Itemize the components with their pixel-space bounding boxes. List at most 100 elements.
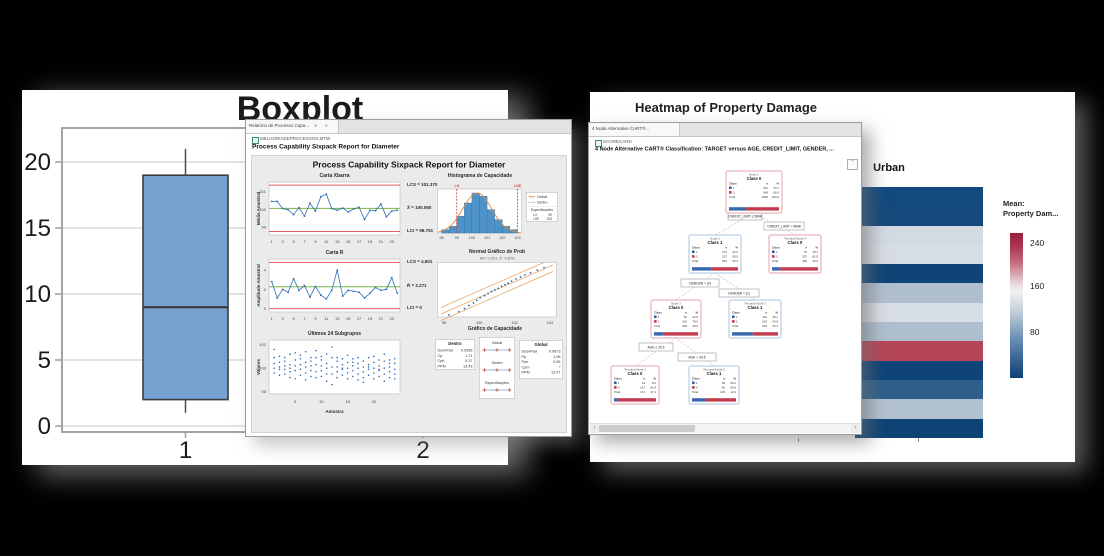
- data-point: [283, 360, 286, 362]
- col-header: %: [815, 246, 818, 250]
- class-chip: [692, 386, 695, 389]
- within-stats-table: Dentro DesvPad 0.9366 Cp 1.71 CpK 0.37 PPM 13.43: [435, 339, 475, 370]
- class-value: 1: [658, 315, 660, 319]
- tab-cart-classification[interactable]: 4 Node Alternative CART®...: [589, 123, 680, 136]
- tab-capability-report[interactable]: Relatório de Processo Capa... ∨ ×: [246, 120, 339, 133]
- series-point: [281, 288, 284, 291]
- rchart-y-axis-label: Amplitude Amostral: [256, 264, 261, 307]
- stat-value: *: [559, 365, 561, 369]
- data-point: [331, 366, 333, 368]
- total-pct: 12.9: [730, 390, 736, 394]
- x-tick-label: 19: [368, 239, 373, 244]
- stat-name: Pp: [522, 355, 527, 359]
- class-n: 90: [722, 386, 726, 390]
- data-point: [383, 360, 386, 362]
- data-point: [357, 356, 359, 359]
- class-value: 0: [658, 320, 660, 324]
- horizontal-scrollbar[interactable]: ‹ ›: [590, 423, 860, 433]
- close-icon[interactable]: ×: [325, 123, 328, 128]
- class-n: 119: [762, 315, 767, 319]
- data-point: [331, 373, 333, 375]
- x-tick-label: 20: [372, 399, 377, 404]
- class-chip: [732, 315, 735, 319]
- data-point: [373, 367, 375, 369]
- series-point: [330, 207, 333, 210]
- worksheet-icon: [252, 137, 259, 144]
- capability-histogram: LII LSE 98 99 100 101 102 103: [437, 184, 522, 240]
- data-point: [341, 367, 344, 369]
- y-tick-label: 98: [262, 389, 267, 394]
- data-point: [294, 352, 296, 354]
- class-n: 357: [802, 255, 807, 259]
- scroll-right-button[interactable]: ›: [851, 424, 860, 433]
- window-tab-bar[interactable]: 4 Node Alternative CART®...: [589, 123, 861, 137]
- tree-connector: [675, 337, 715, 367]
- y-tick-label: 5: [38, 347, 51, 374]
- x-tick-label: 19: [368, 316, 373, 321]
- total-n: 129: [720, 390, 725, 394]
- series-point: [352, 208, 355, 210]
- data-point: [543, 266, 545, 269]
- series-point: [319, 294, 322, 297]
- x-tick-label: 15: [346, 316, 351, 321]
- x-tick-label: 17: [357, 316, 362, 321]
- series-point: [276, 297, 279, 299]
- class-n: 669: [763, 191, 768, 195]
- class-pct: 58.0: [732, 255, 738, 259]
- x-tick-label: 3: [282, 239, 285, 244]
- class-value: 1: [618, 381, 620, 385]
- series-line: [271, 193, 398, 221]
- data-point: [388, 376, 391, 379]
- tree-node-box: [688, 234, 742, 274]
- data-point: [310, 365, 312, 367]
- series-point: [314, 210, 317, 213]
- window-tab-bar[interactable]: Relatório de Processo Capa... ∨ ×: [246, 120, 571, 134]
- x-tick-label: 101: [484, 236, 490, 240]
- data-point: [536, 269, 539, 272]
- x-tick-label: 11: [324, 239, 329, 244]
- data-point: [273, 372, 276, 374]
- data-point: [383, 367, 386, 369]
- data-point: [388, 370, 391, 373]
- x-tick-label: 5: [294, 399, 297, 404]
- legend-global-label: Global: [537, 195, 547, 199]
- data-point: [388, 362, 391, 365]
- x-tick-label: 102: [511, 321, 517, 325]
- usl-value: 103: [546, 217, 552, 221]
- last24-scatter-chart: 98 100 102 5 10 15 20: [259, 339, 401, 404]
- data-point: [320, 369, 323, 372]
- data-point: [490, 290, 493, 293]
- class-n: 331: [763, 186, 768, 190]
- data-point: [378, 365, 380, 367]
- scroll-up-button[interactable]: ˆ: [847, 159, 858, 170]
- class-n: 327: [722, 255, 727, 259]
- x-tick-label: 10: [319, 399, 324, 404]
- scroll-left-button[interactable]: ‹: [590, 424, 599, 433]
- heatmap-cell: [855, 264, 983, 284]
- x-tick-label: 99: [455, 236, 459, 240]
- box: [142, 174, 229, 401]
- x-tick-label: 1: [271, 239, 274, 244]
- scrollbar-thumb[interactable]: [599, 425, 695, 432]
- data-point: [383, 373, 386, 375]
- series-point: [374, 286, 377, 289]
- chevron-down-icon[interactable]: ∨: [314, 123, 318, 128]
- rchart-title: Carta R: [325, 250, 344, 256]
- data-point: [320, 359, 323, 361]
- histogram-title: Histograma de Capacidade: [447, 173, 513, 179]
- legend-tick-label: 240: [1030, 238, 1045, 248]
- col-header: n: [765, 311, 767, 315]
- col-header: %: [653, 377, 656, 381]
- data-point: [310, 369, 312, 372]
- total-label: Total: [692, 390, 698, 394]
- series-point: [358, 206, 360, 209]
- series-point: [369, 292, 371, 295]
- data-point: [299, 357, 302, 360]
- data-point: [367, 363, 370, 366]
- data-point: [463, 307, 466, 310]
- x-tick-label: 9: [314, 239, 317, 244]
- capability-plot-title: Gráfico de Capacidade: [467, 326, 523, 332]
- data-point: [289, 370, 291, 373]
- data-point: [304, 366, 307, 368]
- interval-label: Global: [492, 341, 503, 345]
